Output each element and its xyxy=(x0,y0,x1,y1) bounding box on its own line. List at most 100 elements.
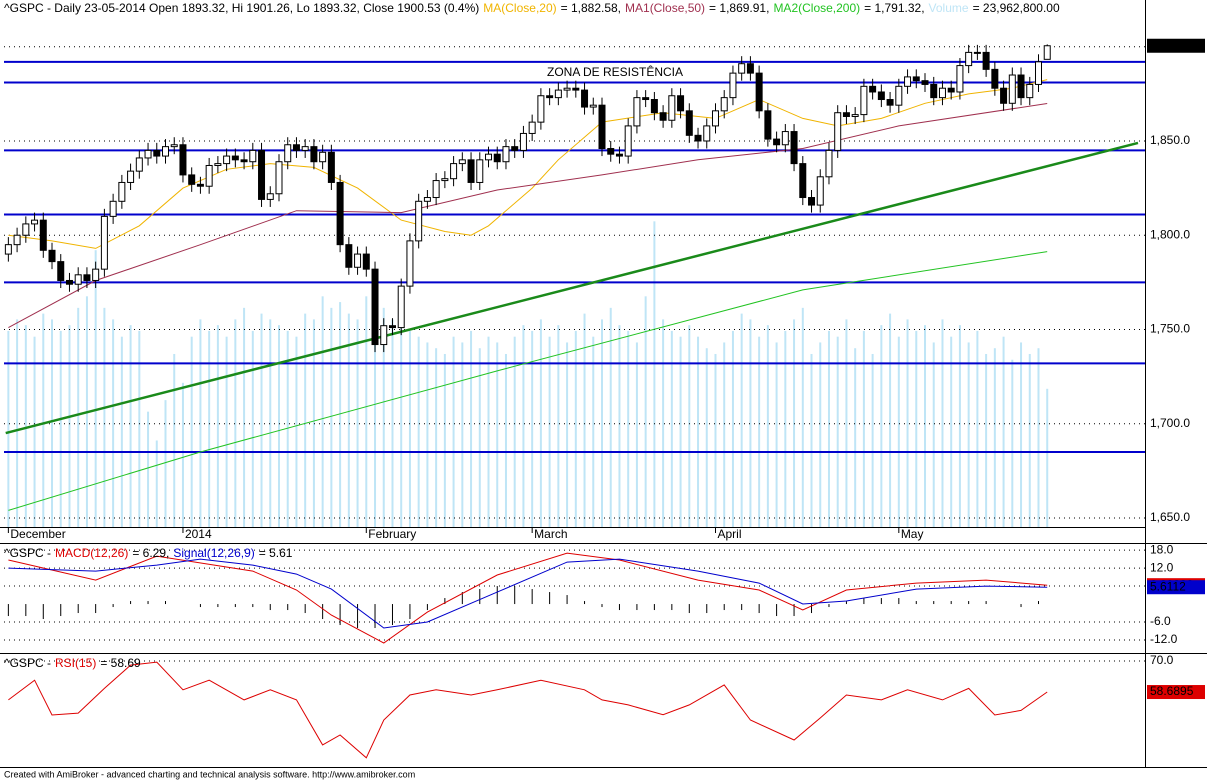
candle-body xyxy=(22,223,30,236)
volume-bar xyxy=(592,336,595,527)
volume-bar xyxy=(967,342,970,527)
candle-body xyxy=(57,261,65,281)
candle-body xyxy=(153,149,161,157)
candle-body xyxy=(65,279,73,285)
candle-body xyxy=(196,183,204,187)
candle-body xyxy=(170,144,178,148)
candle-body xyxy=(423,197,431,202)
candle-body xyxy=(380,325,388,346)
candle-body xyxy=(223,155,231,165)
volume-bar xyxy=(260,313,263,527)
volume-bar xyxy=(941,319,944,527)
candle-body xyxy=(275,161,283,195)
volume-bar xyxy=(950,336,953,527)
candle-body xyxy=(877,91,885,101)
x-tick-label: February xyxy=(368,527,416,541)
legend: ^GSPC - MACD(12,26) = 6.29, Signal(12,26,9)… xyxy=(4,546,293,560)
volume-bar xyxy=(740,313,743,527)
volume-bar xyxy=(408,330,411,527)
value-box-label: 5.6112 xyxy=(1150,579,1186,593)
volume-bar xyxy=(435,348,438,527)
y-tick-label: -12.0 xyxy=(1150,632,1178,646)
value-box-label: 1,900.53 xyxy=(1150,38,1197,52)
candle-body xyxy=(336,181,344,246)
volume-bar xyxy=(897,336,900,527)
legend-name: Volume xyxy=(929,1,969,15)
volume-bar xyxy=(400,325,403,527)
candle-body xyxy=(31,219,39,225)
candle-body xyxy=(650,99,658,114)
y-tick-label: 12.0 xyxy=(1150,560,1174,574)
volume-bar xyxy=(94,250,97,527)
candle-body xyxy=(458,159,466,165)
candle-body xyxy=(537,95,545,123)
volume-bar xyxy=(932,342,935,527)
value-box xyxy=(1147,580,1205,595)
volume-bar xyxy=(1028,353,1031,527)
volume-bar xyxy=(993,348,996,527)
x-tick-label: May xyxy=(901,527,924,541)
candle-body xyxy=(74,274,82,285)
value-box xyxy=(1147,685,1205,700)
indicator-line xyxy=(8,552,1048,644)
volume-bar xyxy=(836,336,839,527)
volume-bar xyxy=(374,284,377,527)
candle-body xyxy=(1034,61,1042,85)
legend-readout: = 5.61 xyxy=(259,546,293,560)
volume-bar xyxy=(478,348,481,527)
volume-bar xyxy=(216,325,219,527)
volume-bar xyxy=(504,353,507,527)
volume-bar xyxy=(600,319,603,527)
candle-body xyxy=(799,163,807,199)
volume-bar xyxy=(155,440,158,527)
candle-body xyxy=(668,95,676,121)
volume-bar xyxy=(915,330,918,527)
y-tick-label: -6.0 xyxy=(1150,614,1171,628)
volume-bar xyxy=(147,411,150,527)
legend-name: MA1(Close,50) xyxy=(625,1,705,15)
volume-bar xyxy=(295,336,298,527)
volume-bar xyxy=(7,330,10,527)
candle-body xyxy=(301,146,309,151)
volume-bar xyxy=(181,382,184,527)
volume-bar xyxy=(269,319,272,527)
candle-body xyxy=(162,146,170,157)
candle-body xyxy=(144,149,152,159)
candle-body xyxy=(764,110,772,140)
volume-bar xyxy=(653,221,656,527)
volume-bar xyxy=(635,342,638,527)
y-tick-label: 1,800.0 xyxy=(1150,227,1190,241)
volume-bar xyxy=(609,307,612,527)
moving-average xyxy=(8,251,1048,511)
volume-bar xyxy=(1011,359,1014,527)
trendline xyxy=(5,141,1139,435)
candle-body xyxy=(345,244,353,268)
volume-bar xyxy=(304,313,307,527)
candle-body xyxy=(258,149,266,200)
y-tick-label: 70.0 xyxy=(1150,653,1174,667)
candle-body xyxy=(450,163,458,180)
volume-bar xyxy=(452,336,455,527)
candle-body xyxy=(1000,87,1008,104)
volume-bar xyxy=(199,319,202,527)
volume-bar xyxy=(574,330,577,527)
volume-bar xyxy=(557,325,560,527)
volume-bar xyxy=(461,342,464,527)
legend-title: ^GSPC - Daily 23-05-2014 Open 1893.32, H… xyxy=(4,1,479,15)
candle-body xyxy=(1026,83,1034,99)
volume-bar xyxy=(382,307,385,527)
candle-body xyxy=(362,253,370,270)
volume-bar xyxy=(566,342,569,527)
volume-bar xyxy=(845,319,848,527)
volume-bar xyxy=(731,330,734,527)
candle-body xyxy=(397,285,405,329)
candle-body xyxy=(982,51,990,70)
candle-body xyxy=(685,110,693,136)
candle-body xyxy=(127,170,135,183)
candle-body xyxy=(886,99,894,106)
candle-body xyxy=(729,72,737,99)
candle-body xyxy=(624,125,632,157)
volume-bar xyxy=(68,325,71,527)
candle-body xyxy=(266,193,274,200)
volume-bar xyxy=(312,319,315,527)
